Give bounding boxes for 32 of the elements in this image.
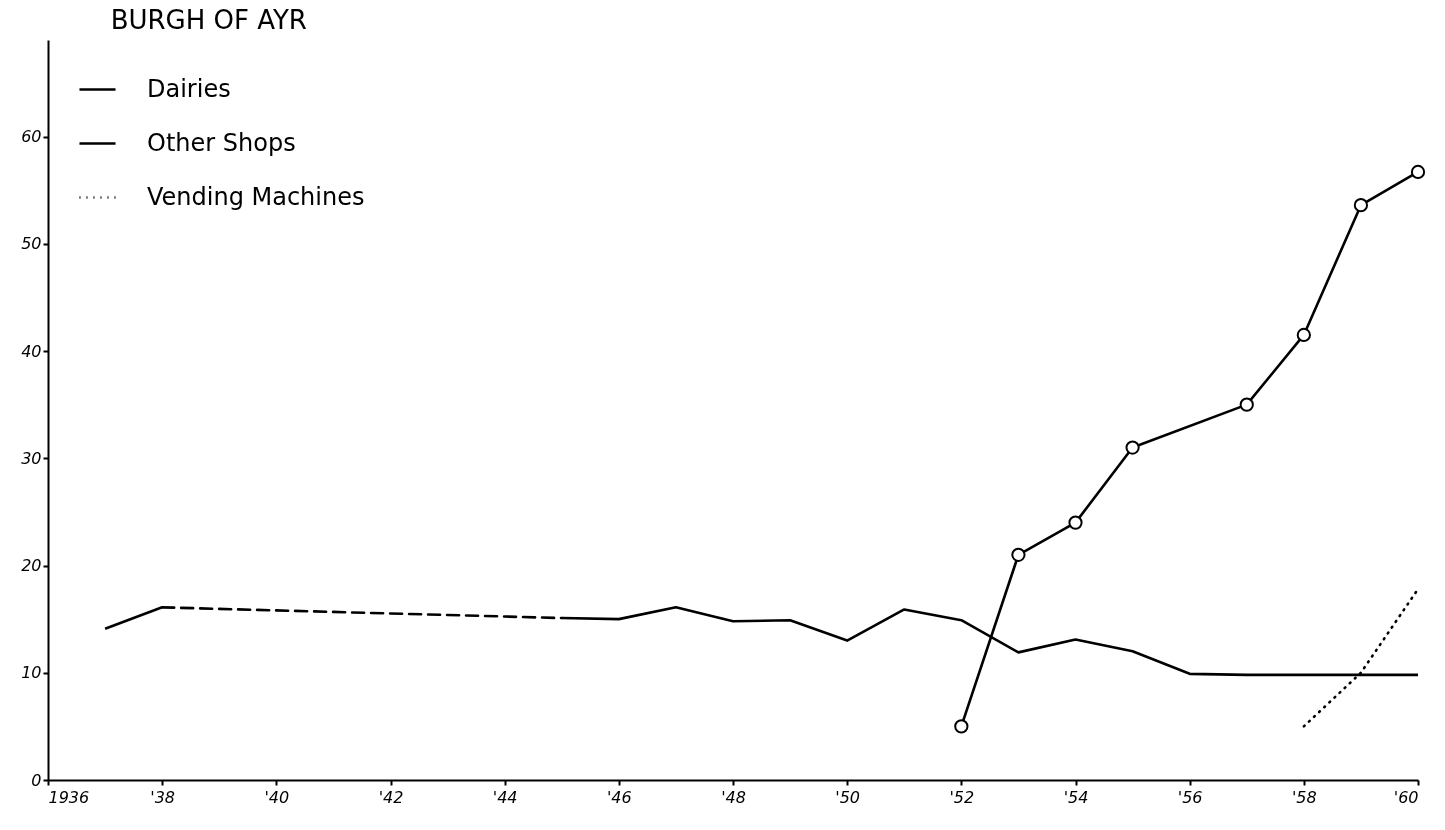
point [1410, 164, 1426, 180]
x-tick-label: '54 [1063, 787, 1089, 807]
x-tick-label: '46 [606, 787, 632, 807]
y-tick-label: 50 [21, 234, 42, 254]
point [1239, 397, 1254, 412]
y-tick-label: 10 [21, 663, 42, 683]
x-tick-label: '38 [150, 787, 176, 807]
x-tick-label: '58 [1291, 787, 1317, 807]
point [954, 719, 969, 734]
x-tick-label: '42 [378, 787, 404, 807]
point [1068, 515, 1083, 530]
point [1011, 547, 1026, 562]
point [1353, 198, 1369, 213]
y-tick-label: 20 [21, 556, 42, 576]
y-tick-label: 0 [31, 770, 42, 790]
x-tick-label: '50 [835, 787, 861, 807]
legend-label: Dairies [147, 74, 231, 103]
y-tick-label: 40 [21, 341, 42, 361]
x-tick-label: '56 [1177, 787, 1203, 807]
chart-title: BURGH OF AYR [110, 5, 307, 35]
x-tick-label: '52 [949, 787, 975, 807]
x-tick-label: 1936 [48, 787, 90, 807]
legend-label: Vending Machines [147, 182, 365, 211]
x-tick-label: '44 [492, 787, 518, 807]
x-tick-label: '60 [1393, 787, 1419, 807]
legend-label: Other Shops [147, 128, 296, 157]
y-tick-label: 30 [21, 448, 42, 468]
point [1125, 440, 1140, 455]
x-tick-label: '40 [264, 787, 290, 807]
x-tick-label: '48 [721, 787, 746, 807]
y-tick-label: 60 [21, 127, 42, 147]
point [1296, 327, 1311, 343]
